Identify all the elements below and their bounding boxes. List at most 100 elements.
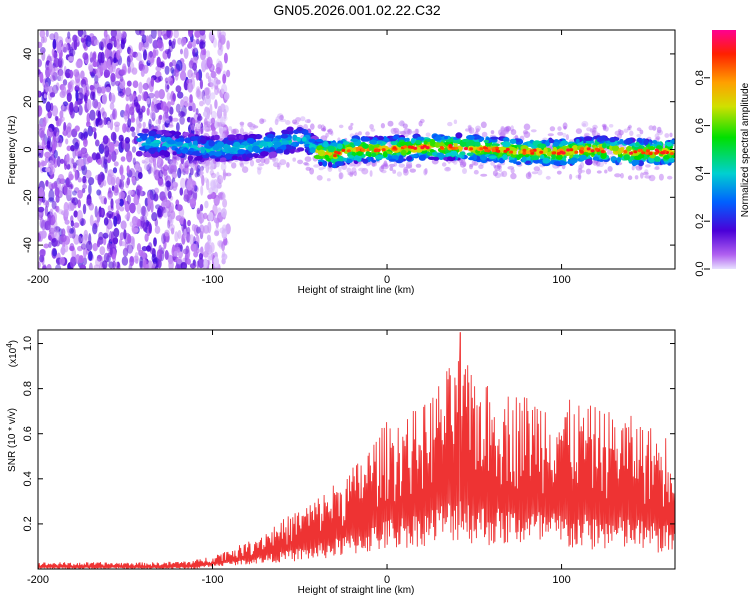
spectrogram-ridge-cell — [260, 151, 269, 157]
spectrogram-halo-speckle — [239, 162, 245, 168]
spectrogram-halo-speckle — [189, 164, 195, 168]
spectrogram-noise-speckle — [84, 151, 88, 159]
spectrogram-noise-speckle — [110, 30, 117, 38]
spectrogram-noise-speckle — [74, 142, 80, 150]
spectrogram-noise-speckle — [59, 256, 65, 266]
spectrogram-noise-speckle — [62, 43, 69, 53]
spectrogram-noise-speckle — [137, 108, 144, 115]
spectrogram-ridge-cell — [316, 146, 323, 151]
spectrogram-halo-speckle — [381, 169, 387, 174]
spectrogram-noise-speckle — [173, 30, 179, 39]
spectrogram-noise-speckle — [85, 240, 93, 252]
spectrogram-ridge-cell — [614, 137, 620, 141]
spectrogram-ridge-cell — [242, 153, 247, 160]
spectrogram-noise-speckle — [90, 72, 95, 79]
spectrogram-noise-speckle — [177, 37, 182, 45]
spectrogram-noise-speckle — [41, 196, 46, 203]
spectrogram-y-tick-label: -20 — [22, 189, 34, 205]
spectrogram-halo-speckle — [216, 121, 220, 127]
colorbar-tick-label: 0.4 — [694, 166, 706, 181]
spectrogram-noise-speckle — [47, 213, 52, 226]
spectrogram-halo-speckle — [304, 119, 311, 123]
spectrogram-noise-speckle — [182, 37, 187, 46]
spectrogram-halo-speckle — [652, 127, 656, 131]
spectrogram-noise-speckle — [89, 214, 94, 226]
spectrogram-ridge-cell — [503, 137, 510, 143]
spectrogram-noise-speckle — [120, 220, 127, 230]
colorbar-tick-label: 0.2 — [694, 214, 706, 229]
spectrogram-noise-speckle — [165, 180, 172, 188]
spectrogram-noise-speckle — [192, 48, 196, 57]
spectrogram-ridge-cell — [423, 140, 428, 145]
spectrogram-noise-speckle — [157, 259, 162, 269]
spectrogram-noise-speckle — [98, 231, 104, 241]
spectrogram-halo-speckle — [507, 166, 515, 170]
spectrogram-halo-speckle — [598, 160, 605, 168]
spectrogram-noise-speckle — [151, 30, 157, 39]
spectrogram-noise-speckle — [68, 173, 74, 181]
spectrogram-noise-speckle — [220, 208, 227, 218]
spectrogram-noise-speckle — [131, 146, 137, 153]
spectrogram-noise-speckle — [151, 212, 158, 222]
spectrogram-halo-speckle — [321, 127, 326, 132]
spectrogram-halo-speckle — [255, 158, 261, 163]
spectrogram-halo-speckle — [631, 165, 635, 171]
spectrogram-noise-speckle — [41, 160, 47, 167]
spectrogram-noise-speckle — [152, 49, 157, 59]
spectrogram-noise-speckle — [112, 109, 116, 120]
spectrogram-ridge-cell — [167, 139, 176, 145]
spectrogram-peak-cell — [637, 148, 642, 153]
spectrogram-noise-speckle — [119, 164, 124, 177]
spectrogram-noise-speckle — [39, 47, 46, 54]
spectrogram-noise-speckle — [133, 135, 139, 145]
spectrogram-noise-speckle — [213, 256, 219, 268]
spectrogram-noise-speckle — [166, 76, 172, 82]
spectrogram-noise-speckle — [210, 180, 216, 191]
spectrogram-ridge-cell — [153, 139, 161, 144]
spectrogram-noise-speckle — [180, 99, 184, 108]
spectrogram-ridge-cell — [143, 152, 151, 157]
spectrogram-noise-speckle — [103, 69, 111, 78]
spectrogram-ridge-cell — [579, 154, 587, 161]
spectrogram-halo-speckle — [510, 172, 517, 180]
spectrogram-noise-speckle — [164, 229, 170, 237]
spectrogram-noise-speckle — [131, 215, 138, 226]
spectrogram-noise-speckle — [58, 69, 64, 82]
spectrogram-halo-speckle — [292, 119, 297, 124]
spectrogram-noise-speckle — [114, 80, 121, 86]
spectrogram-noise-speckle — [119, 198, 124, 207]
spectrogram-peak-cell — [539, 150, 544, 154]
spectrogram-ridge-cell — [544, 140, 551, 147]
spectrogram-halo-speckle — [500, 127, 505, 132]
spectrogram-noise-speckle — [107, 173, 113, 186]
spectrogram-noise-speckle — [78, 104, 83, 116]
spectrogram-ridge-cell — [135, 150, 143, 157]
spectrogram-noise-speckle — [54, 187, 60, 197]
spectrogram-noise-speckle — [66, 225, 70, 234]
spectrogram-noise-speckle — [89, 109, 96, 121]
spectrogram-halo-speckle — [358, 131, 362, 136]
spectrogram-halo-speckle — [257, 167, 262, 175]
spectrogram-noise-speckle — [61, 245, 65, 256]
spectrogram-noise-speckle — [219, 227, 226, 234]
spectrogram-noise-speckle — [76, 210, 83, 222]
spectrogram-noise-speckle — [70, 220, 75, 227]
spectrogram-halo-speckle — [640, 172, 644, 179]
spectrogram-noise-speckle — [166, 30, 171, 38]
spectrogram-ridge-cell — [349, 142, 354, 146]
spectrogram-halo-speckle — [396, 130, 402, 135]
spectrogram-halo-speckle — [596, 170, 602, 174]
spectrogram-noise-speckle — [189, 167, 194, 176]
spectrogram-peak-cell — [413, 146, 418, 150]
spectrogram-noise-speckle — [167, 48, 171, 59]
snr-y-scale-label: (x104) — [5, 340, 19, 367]
spectrogram-ridge-cell — [280, 134, 289, 139]
colorbar-tick-label: 0.8 — [694, 70, 706, 85]
spectrogram-halo-speckle — [191, 124, 195, 131]
spectrogram-noise-speckle — [161, 233, 166, 245]
spectrogram-ridge-cell — [328, 161, 333, 168]
spectrogram-peak-cell — [654, 151, 659, 155]
spectrogram-noise-speckle — [188, 40, 192, 49]
spectrogram-ridge-cell — [663, 155, 670, 160]
spectrogram-noise-speckle — [175, 103, 181, 113]
